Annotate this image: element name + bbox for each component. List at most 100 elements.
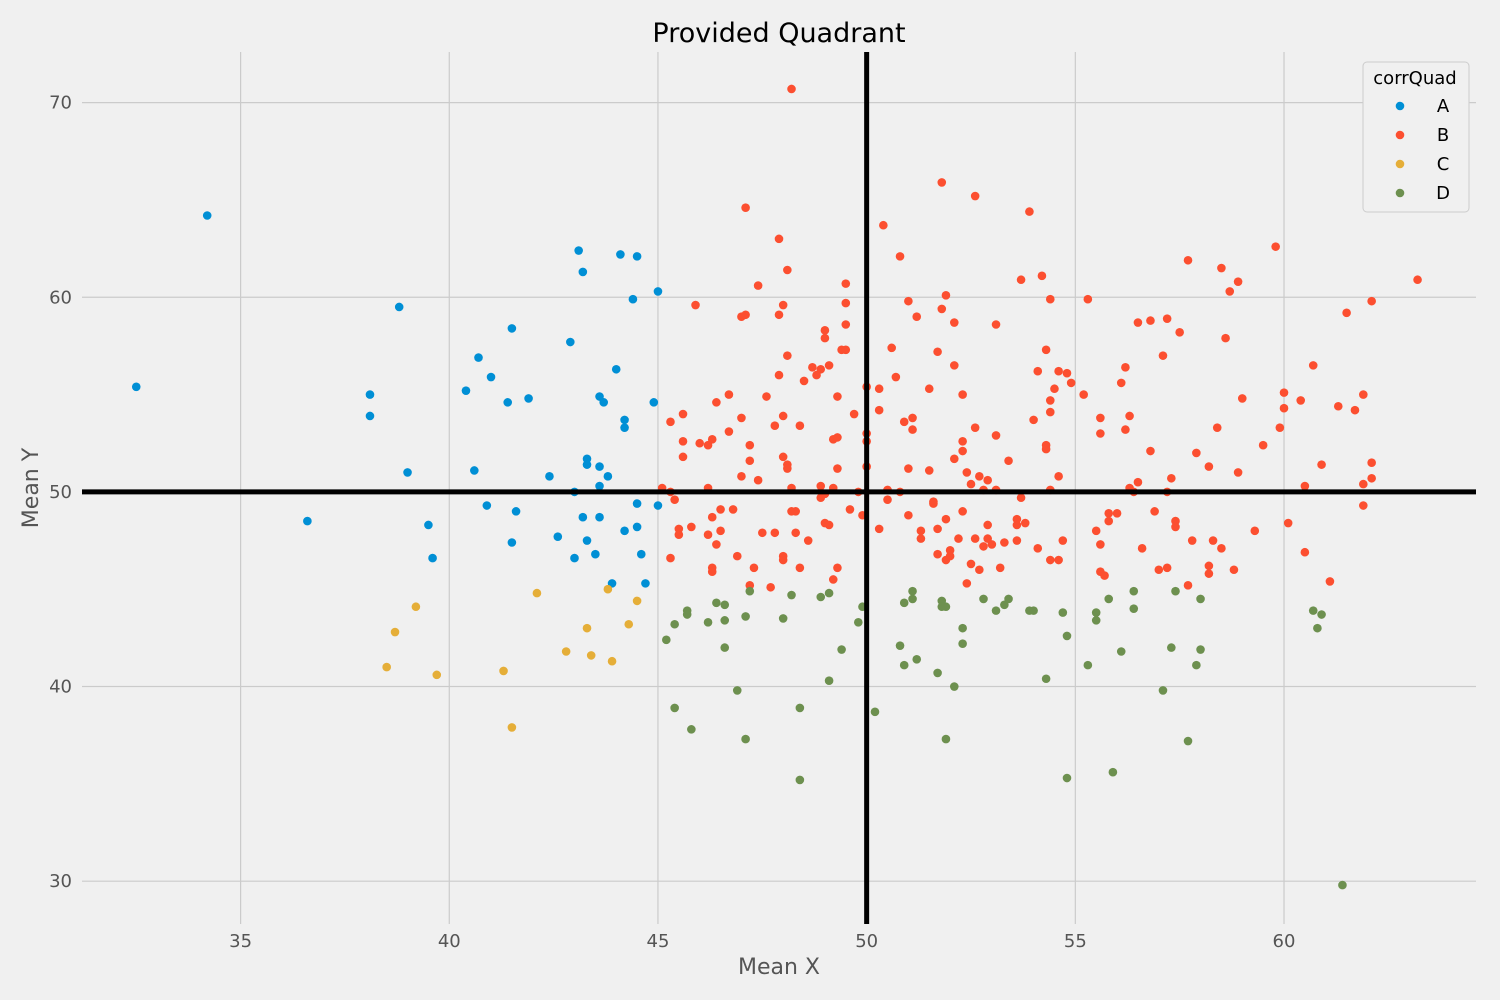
data-point: [1313, 623, 1322, 633]
data-point: [941, 291, 951, 300]
data-point: [778, 614, 788, 623]
data-point: [1158, 686, 1168, 695]
data-point: [666, 553, 675, 563]
data-point: [1045, 396, 1055, 405]
data-point: [674, 530, 684, 540]
data-point: [908, 425, 917, 434]
data-point: [1004, 594, 1013, 604]
data-point: [1192, 448, 1201, 458]
data-point: [1016, 275, 1026, 285]
data-point: [937, 304, 947, 314]
data-point: [1167, 643, 1176, 652]
data-point: [632, 522, 642, 532]
data-point: [766, 582, 775, 592]
data-point: [853, 618, 863, 627]
data-point: [1016, 493, 1026, 503]
legend-marker: [1395, 101, 1405, 111]
data-point: [636, 549, 646, 559]
data-point: [987, 540, 997, 549]
data-point: [1258, 440, 1268, 450]
data-point: [586, 651, 596, 660]
data-point: [899, 598, 909, 608]
data-point: [737, 413, 746, 423]
data-point: [1058, 536, 1068, 545]
data-point: [1133, 318, 1143, 327]
legend-label: C: [1437, 154, 1450, 175]
data-point: [741, 734, 750, 744]
data-point: [1062, 773, 1072, 783]
data-point: [783, 351, 792, 360]
data-point: [916, 534, 926, 543]
data-point: [603, 584, 613, 594]
data-point: [933, 347, 942, 357]
legend-marker: [1395, 188, 1405, 198]
data-point: [1275, 423, 1285, 432]
data-point: [707, 567, 717, 576]
data-point: [620, 415, 629, 425]
data-point: [924, 466, 934, 475]
data-point: [1091, 608, 1101, 617]
legend-label: D: [1436, 183, 1450, 204]
data-point: [1233, 468, 1243, 477]
legend-frame: [1362, 61, 1470, 213]
data-point: [561, 647, 571, 656]
data-point: [1162, 314, 1172, 323]
data-point: [1116, 647, 1126, 656]
x-tick-label: 35: [229, 931, 252, 952]
data-point: [933, 668, 942, 678]
data-point: [824, 520, 834, 530]
data-point: [895, 641, 905, 650]
data-point: [603, 472, 613, 481]
data-point: [1342, 308, 1351, 318]
data-point: [653, 501, 663, 510]
data-point: [545, 472, 554, 481]
data-point: [795, 703, 805, 713]
data-point: [991, 606, 1001, 615]
legend-marker: [1395, 159, 1405, 169]
data-point: [799, 376, 809, 386]
data-point: [1033, 366, 1043, 376]
data-point: [611, 364, 621, 374]
data-point: [795, 563, 805, 573]
data-point: [778, 300, 788, 310]
data-point: [774, 370, 784, 380]
data-point: [983, 475, 992, 485]
data-point: [1359, 479, 1368, 489]
data-point: [678, 436, 688, 446]
series-A: [131, 211, 663, 588]
data-point: [1367, 473, 1376, 483]
data-point: [958, 390, 967, 399]
data-point: [983, 520, 992, 530]
data-point: [1058, 608, 1068, 617]
data-point: [1041, 440, 1051, 450]
data-point: [962, 468, 972, 477]
data-point: [874, 405, 884, 415]
data-point: [1133, 477, 1143, 487]
data-point: [741, 310, 750, 320]
data-point: [578, 267, 588, 277]
data-point: [816, 592, 826, 602]
data-point: [933, 549, 942, 559]
data-point: [678, 409, 688, 419]
data-point: [820, 326, 830, 335]
data-point: [770, 421, 780, 431]
data-point: [787, 84, 796, 94]
reference-lines: [82, 52, 1476, 924]
data-point: [691, 300, 700, 310]
data-point: [1233, 277, 1243, 286]
data-point: [1279, 388, 1289, 397]
data-point: [1121, 363, 1130, 372]
x-tick-label: 55: [1064, 931, 1087, 952]
y-tick-labels: 30 40 50 60 70: [49, 93, 72, 893]
data-point: [1171, 586, 1180, 596]
data-point: [808, 363, 817, 372]
data-point: [824, 361, 834, 370]
data-point: [365, 390, 375, 399]
data-point: [749, 563, 759, 573]
data-point: [778, 452, 788, 462]
data-point: [958, 623, 967, 633]
data-point: [970, 191, 980, 201]
data-point: [883, 495, 892, 504]
